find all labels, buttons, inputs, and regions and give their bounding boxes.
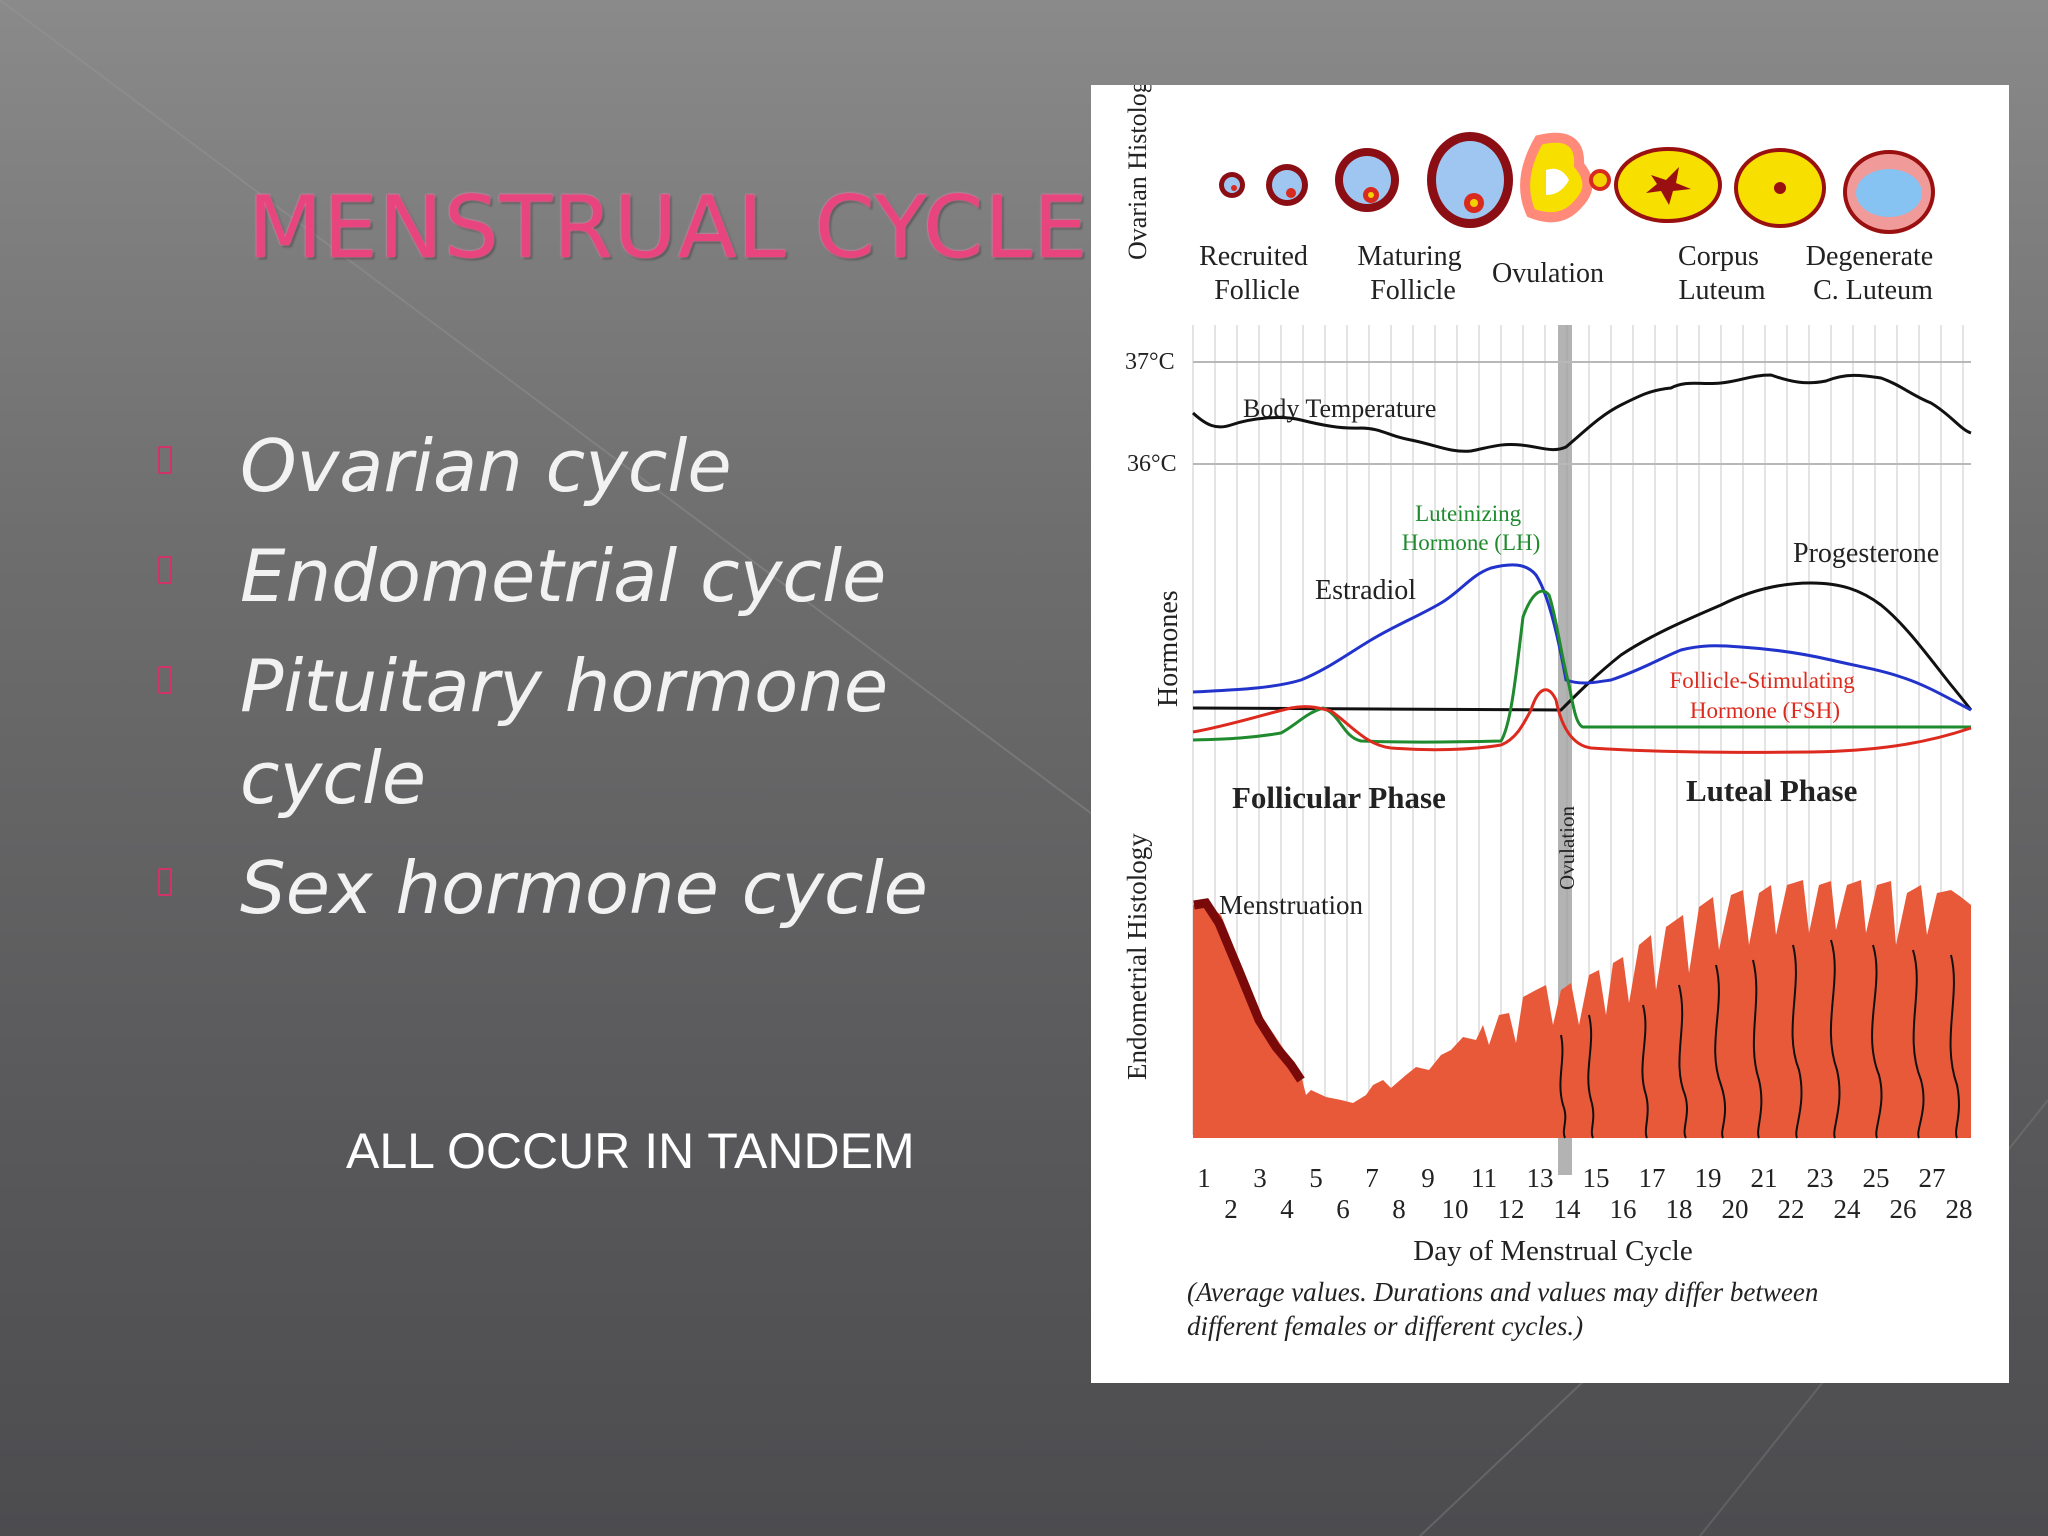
day-tick-label: 22 [1778,1194,1805,1224]
fsh-curve [1192,688,1972,754]
hormones-label: Hormones [1153,590,1184,707]
day-tick-label: 8 [1392,1194,1406,1224]
ovulation-follicle-icon [1520,132,1611,223]
day-tick-label: 26 [1890,1194,1917,1224]
day-tick-label: 21 [1751,1163,1778,1193]
endometrial-histology-label: Endometrial Histology [1122,833,1152,1080]
day-tick-label: 13 [1527,1163,1554,1193]
day-tick-label: 25 [1863,1163,1890,1193]
endometrial-glands [1559,939,1960,1139]
estradiol-label: Estradiol [1315,575,1416,606]
day-tick-label: 12 [1498,1194,1525,1224]
day-tick-label: 14 [1554,1194,1582,1224]
day-tick-label: 15 [1583,1163,1610,1193]
progesterone-label: Progesterone [1793,538,1939,569]
day-tick-label: 16 [1610,1194,1637,1224]
follicular-phase-label: Follicular Phase [1232,780,1446,815]
day-tick-label: 5 [1309,1163,1323,1193]
day-tick-label: 10 [1442,1194,1469,1224]
stage-label-corpus: Corpus Luteum [1678,241,1766,306]
day-tick-label: 1 [1197,1163,1211,1193]
day-tick-label: 4 [1280,1194,1294,1224]
menstrual-shedding-edge [1193,898,1305,1083]
menstruation-label: Menstruation [1219,890,1363,920]
temp-37-label: 37°C [1125,349,1175,375]
body-temperature-curve [1191,373,1972,453]
bullet-item: Endometrial cycle [150,530,1030,622]
bullet-marker-icon [158,868,172,896]
menstrual-cycle-diagram: Ovulation Ovarian Histology [1091,85,2009,1383]
day-tick-label: 20 [1722,1194,1749,1224]
stage-label-degenerate: Degenerate C. Luteum [1806,241,1940,306]
bullet-text: Sex hormone cycle [240,846,928,930]
diagram-note: (Average values. Durations and values ma… [1187,1277,1825,1341]
recruited-follicle-icon [1219,164,1308,206]
bullet-item: Pituitary hormone cycle [150,640,1030,824]
day-tick-label: 28 [1946,1194,1973,1224]
lh-label: Luteinizing Hormone (LH) [1402,501,1541,555]
day-tick-label: 24 [1834,1194,1862,1224]
day-tick-label: 27 [1919,1163,1946,1193]
stage-label-ovulation: Ovulation [1492,258,1604,289]
corpus-luteum-icon [1614,147,1826,228]
day-tick-label: 6 [1336,1194,1350,1224]
maturing-follicle-icon [1335,132,1513,228]
day-tick-label: 17 [1639,1163,1666,1193]
bullet-item: Ovarian cycle [150,420,1030,512]
day-tick-label: 23 [1807,1163,1834,1193]
bullet-marker-icon [158,556,172,584]
stage-label-recruited: Recruited Follicle [1199,241,1315,306]
bullet-text: Ovarian cycle [240,424,732,508]
bullet-list: Ovarian cycle Endometrial cycle Pituitar… [150,420,1030,952]
day-axis: 1 3 5 7 9 11 13 15 17 19 21 23 25 27 2 4… [1197,1163,1972,1224]
diagram-svg: Ovulation Ovarian Histology [1122,85,1973,1341]
progesterone-curve [1192,581,1973,712]
day-tick-label: 19 [1695,1163,1722,1193]
ovulation-band [1558,325,1572,1175]
ovulation-label: Ovulation [1555,806,1579,890]
day-tick-label: 9 [1421,1163,1435,1193]
day-tick-label: 18 [1666,1194,1693,1224]
stage-label-maturing: Maturing Follicle [1357,241,1468,306]
day-tick-label: 7 [1365,1163,1379,1193]
day-tick-label: 2 [1224,1194,1238,1224]
day-tick-label: 3 [1253,1163,1267,1193]
bullet-marker-icon [158,446,172,474]
ovarian-histology-label: Ovarian Histology [1123,85,1152,260]
bullet-text: Endometrial cycle [240,534,887,618]
fsh-label: Follicle-Stimulating Hormone (FSH) [1669,668,1860,723]
day-axis-title: Day of Menstrual Cycle [1413,1235,1692,1267]
tandem-caption: ALL OCCUR IN TANDEM [346,1123,915,1179]
bullet-marker-icon [158,666,172,694]
luteal-phase-label: Luteal Phase [1686,773,1857,808]
bullet-item: Sex hormone cycle [150,842,1030,934]
temp-36-label: 36°C [1127,451,1177,477]
day-tick-label: 11 [1471,1163,1497,1193]
degenerate-corpus-luteum-icon [1843,150,1935,234]
bullet-text: Pituitary hormone cycle [240,644,889,820]
endometrium-layer [1193,880,1971,1138]
slide-title: MENSTRUAL CYCLE [248,178,1089,278]
